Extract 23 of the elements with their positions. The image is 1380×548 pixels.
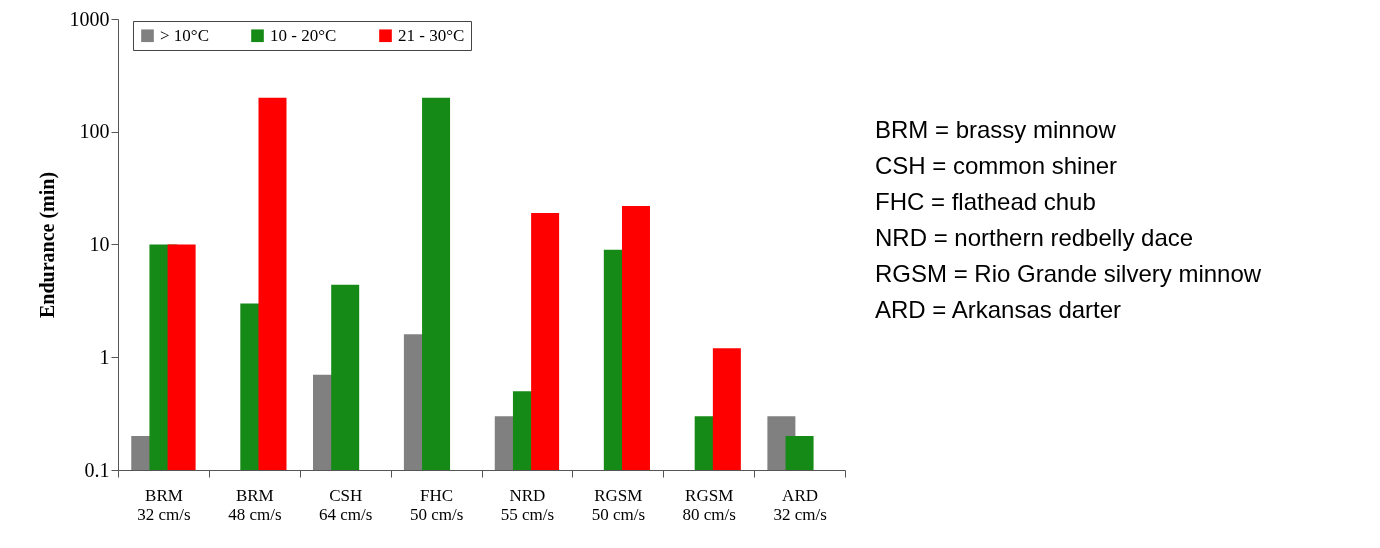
x-tick-label: RGSM 50 cm/s	[591, 485, 645, 524]
x-tick-label: RGSM 80 cm/s	[682, 485, 736, 524]
legend-label: > 10°C	[160, 25, 209, 45]
text: BRM = brassy minnow	[875, 116, 1117, 143]
text: FHC = flathead chub	[875, 188, 1096, 215]
x-tick-label: CSH 64 cm/s	[319, 485, 373, 524]
y-tick-label: 100	[79, 120, 110, 143]
y-axis-title: Endurance (min)	[35, 171, 59, 319]
legend-label: 10 - 20°C	[270, 25, 337, 45]
x-tick-label: ARD 32 cm/s	[773, 485, 827, 524]
y-tick-label: 1000	[69, 7, 110, 30]
legend-label: 21 - 30°C	[398, 25, 465, 45]
x-tick-label: BRM 48 cm/s	[228, 485, 282, 524]
x-tick-label: BRM 32 cm/s	[137, 485, 191, 524]
x-tick-label: FHC 50 cm/s	[409, 485, 464, 524]
x-tick-label: NRD 55 cm/s	[500, 485, 555, 524]
text: CSH = common shiner	[875, 152, 1118, 179]
y-tick-label: 0.1	[84, 458, 110, 481]
y-tick-label: 10	[89, 233, 110, 255]
text: ARD = Arkansas darter	[875, 296, 1122, 323]
y-tick-label: 1	[99, 345, 110, 368]
text: NRD = northern redbelly dace	[875, 224, 1194, 251]
text: RGSM = Rio Grande silvery minnow	[875, 260, 1262, 287]
